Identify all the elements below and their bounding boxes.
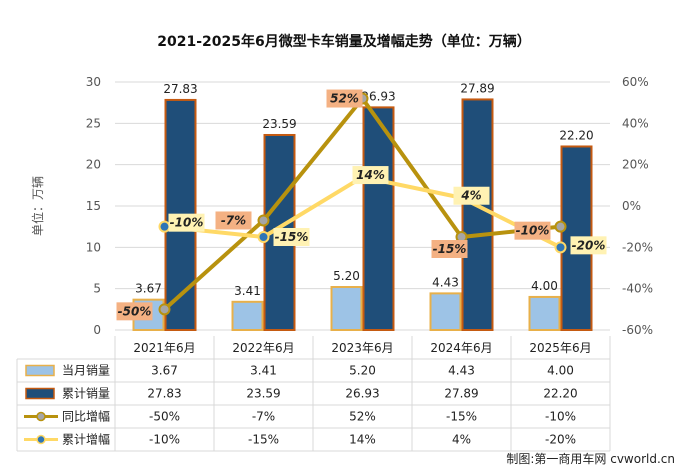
table-cell: 14%	[349, 433, 376, 447]
y2-tick-label: 60%	[622, 75, 649, 89]
y-tick-label: 30	[86, 75, 101, 89]
line-value-label: 4%	[460, 189, 481, 203]
table-cell: 27.89	[444, 387, 478, 401]
table-cell: -15%	[446, 410, 477, 424]
line-value-label: -10%	[170, 216, 204, 230]
table-cell: 23.59	[246, 387, 280, 401]
bar-monthly	[330, 286, 363, 332]
y2-tick-label: -40%	[622, 282, 653, 296]
line-value-label: -50%	[118, 304, 152, 318]
line-label-box	[570, 236, 607, 255]
table-cell: -10%	[149, 433, 180, 447]
bar-cumulative	[461, 98, 494, 331]
table-cell: 22.20	[543, 387, 577, 401]
table-cell: 3.41	[250, 364, 277, 378]
line-point	[257, 214, 270, 227]
line-value-label: -20%	[572, 238, 606, 252]
line-value-label: -15%	[275, 230, 309, 244]
x-tick-label: 2021年6月	[133, 341, 195, 355]
y2-tick-label: 20%	[622, 158, 649, 172]
legend-label: 同比增幅	[62, 409, 110, 424]
table-cell: 4%	[452, 433, 471, 447]
chart-credit: 制图:第一商用车网 cvworld.cn	[506, 451, 675, 466]
legend-label: 当月销量	[62, 364, 110, 378]
table-cell: -10%	[545, 410, 576, 424]
y-tick-label: 15	[86, 199, 101, 213]
bar-value-label: 26.93	[361, 89, 395, 103]
y-tick-label: 10	[86, 240, 101, 254]
y-axis-label: 单位：万辆	[30, 176, 45, 236]
bar-value-label: 4.00	[531, 279, 558, 293]
table-cell: 3.67	[151, 364, 178, 378]
line-label-box	[352, 166, 389, 185]
x-tick-label: 2024年6月	[430, 341, 492, 355]
bar-monthly	[231, 300, 264, 332]
x-tick-label: 2023年6月	[331, 341, 393, 355]
legend-label: 累计销量	[62, 387, 110, 401]
line-point	[158, 303, 171, 316]
y2-tick-label: 40%	[622, 116, 649, 130]
bar-value-label: 4.43	[432, 275, 459, 289]
axis-ticks: 0 5 10 15 20 25 30 -60% -40% -20% 0% 20% 40% 60%	[86, 75, 653, 337]
line-label-box	[326, 89, 363, 108]
table-cell: -7%	[252, 410, 275, 424]
line-value-label: 52%	[330, 92, 359, 106]
line-label-box	[431, 240, 468, 258]
line-value-label: -10%	[516, 224, 550, 238]
line-label-box	[116, 302, 153, 321]
bar-value-label: 27.89	[460, 81, 494, 95]
legend-swatch	[36, 434, 46, 445]
line-value-label: 14%	[356, 168, 385, 182]
line-label-box	[453, 186, 490, 205]
bar-value-label: 3.67	[135, 282, 162, 296]
bar-value-label: 3.41	[234, 284, 261, 298]
y2-tick-label: 0%	[622, 199, 641, 213]
bar-value-label: 27.83	[163, 82, 197, 96]
bar-value-label: 5.20	[333, 269, 360, 283]
line-label-box	[168, 213, 205, 232]
x-tick-label: 2025年6月	[529, 341, 591, 355]
legend-label: 累计增幅	[62, 432, 110, 447]
line-point	[554, 241, 567, 254]
lines: -50% -7% 52% -15% -10% -10% -15% 14% 4% -20%	[116, 89, 607, 321]
line-value-label: -15%	[433, 242, 467, 256]
y-tick-label: 0	[93, 323, 101, 337]
table-cell: 4.43	[448, 364, 475, 378]
table-cell: 26.93	[345, 387, 379, 401]
table-cell: -20%	[545, 433, 576, 447]
y2-tick-label: -60%	[622, 323, 653, 337]
chart-title: 2021-2025年6月微型卡车销量及增幅走势（单位：万辆）	[157, 33, 530, 50]
bar-value-label: 23.59	[262, 117, 296, 131]
bar-monthly	[528, 295, 561, 331]
bar-cumulative	[362, 106, 395, 332]
table-cell: 4.00	[547, 364, 574, 378]
bar-value-label: 22.20	[559, 128, 593, 142]
legend-swatch	[25, 387, 55, 400]
y-tick-label: 20	[86, 158, 101, 172]
x-tick-label: 2022年6月	[232, 341, 294, 355]
table-cell: -50%	[149, 410, 180, 424]
y2-tick-label: -20%	[622, 240, 653, 254]
table-cell: 5.20	[349, 364, 376, 378]
line-point	[257, 231, 270, 243]
table-cell: 52%	[349, 410, 376, 424]
y-tick-label: 5	[93, 282, 101, 296]
line-label-box	[215, 211, 252, 230]
table-cell: 27.83	[147, 387, 181, 401]
bar-monthly	[429, 292, 462, 331]
legend-swatch	[36, 411, 46, 422]
line-point	[554, 220, 567, 233]
line-value-label: -7%	[221, 213, 246, 227]
line-label-box	[273, 228, 310, 246]
table-cell: -15%	[248, 433, 279, 447]
y-tick-label: 25	[86, 116, 101, 130]
legend-swatch	[25, 364, 55, 377]
line-label-box	[514, 221, 551, 240]
line-point	[158, 220, 171, 233]
